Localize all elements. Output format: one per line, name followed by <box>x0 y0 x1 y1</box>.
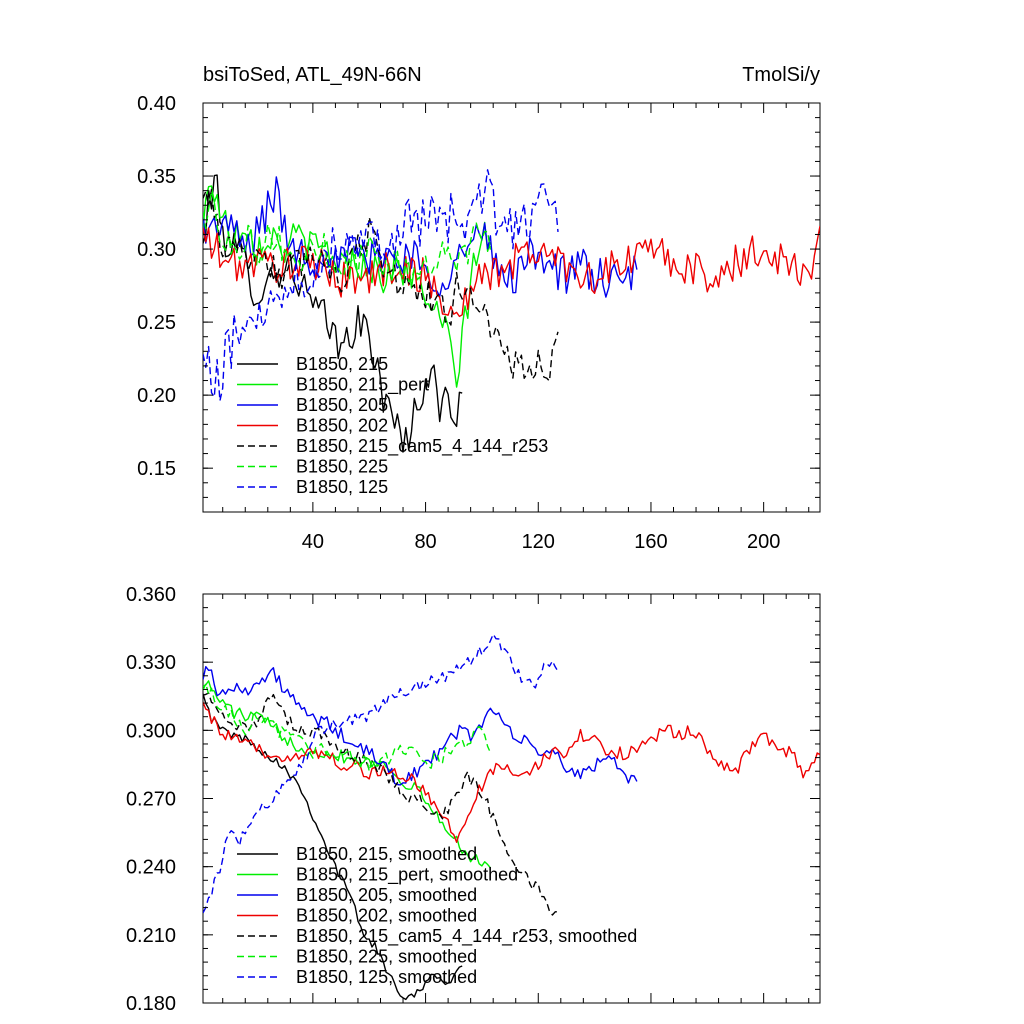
y-tick-label: 0.330 <box>126 652 176 674</box>
y-tick-label: 0.30 <box>137 239 176 261</box>
y-tick-label: 0.300 <box>126 720 176 742</box>
chart-title: bsiToSed, ATL_49N-66N <box>203 64 422 86</box>
series-group <box>203 169 820 453</box>
legend-label: B1850, 215 <box>296 354 388 374</box>
x-tick-label: 120 <box>522 531 555 553</box>
y-tick-label: 0.35 <box>137 166 176 188</box>
legend-label: B1850, 205 <box>296 395 388 415</box>
legend-label: B1850, 125 <box>296 477 388 497</box>
y-tick-label: 0.240 <box>126 857 176 879</box>
y-tick-label: 0.15 <box>137 458 176 480</box>
y-tick-label: 0.180 <box>126 993 176 1015</box>
y-tick-label: 0.360 <box>126 584 176 606</box>
x-tick-label: 40 <box>302 531 324 553</box>
series-line-5 <box>203 188 559 382</box>
y-tick-label: 0.210 <box>126 925 176 947</box>
legend-label: B1850, 215, smoothed <box>296 844 477 864</box>
y-tick-label: 0.40 <box>137 93 176 115</box>
legend-label: B1850, 202, smoothed <box>296 906 477 926</box>
legend-label: B1850, 205, smoothed <box>296 885 477 905</box>
series-line-1 <box>203 693 463 1001</box>
y-tick-label: 0.270 <box>126 789 176 811</box>
series-line-7 <box>203 633 559 914</box>
bottom-panel: 0.180 0.210 0.240 0.270 0.300 0.330 0.360 B1850… <box>126 584 821 1015</box>
top-panel: 0.15 0.20 0.25 0.30 0.35 0.40 40 80 120 160 200 B18… <box>137 93 821 553</box>
x-tick-label: 160 <box>634 531 667 553</box>
series-line-3 <box>203 666 638 786</box>
x-tick-label: 80 <box>414 531 436 553</box>
series-line-7 <box>203 169 559 402</box>
x-tick-label: 200 <box>747 531 780 553</box>
legend-label: B1850, 215_cam5_4_144_r253, smoothed <box>296 926 637 947</box>
legend-label: B1850, 225 <box>296 457 388 477</box>
legend-label: B1850, 215_cam5_4_144_r253 <box>296 436 548 457</box>
legend-label: B1850, 202 <box>296 416 388 436</box>
series-line-4 <box>203 225 820 318</box>
series-group <box>203 633 820 1001</box>
y-tick-label: 0.20 <box>137 385 176 407</box>
series-line-4 <box>203 701 820 843</box>
legend-label: B1850, 215_pert <box>296 375 429 396</box>
series-line-6 <box>203 682 492 772</box>
legend-label: B1850, 215_pert, smoothed <box>296 865 518 886</box>
series-line-2 <box>203 680 491 869</box>
legend-label: B1850, 225, smoothed <box>296 947 477 967</box>
series-line-6 <box>203 190 492 283</box>
legend-label: B1850, 125, smoothed <box>296 967 477 987</box>
chart-units: TmolSi/y <box>742 64 820 86</box>
y-tick-label: 0.25 <box>137 312 176 334</box>
series-line-5 <box>203 692 559 916</box>
